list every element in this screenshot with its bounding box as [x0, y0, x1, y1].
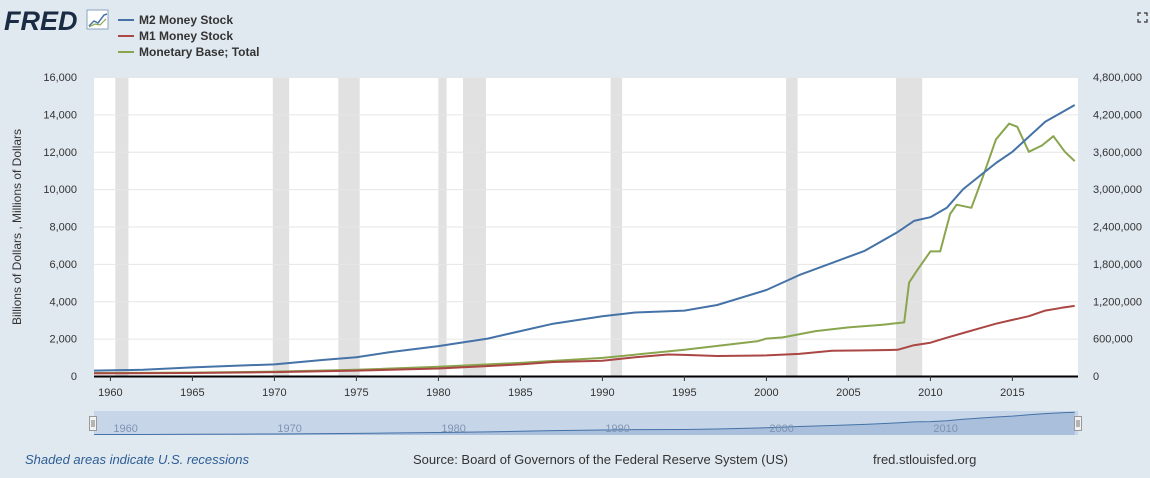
- fred-logo[interactable]: FRED: [4, 6, 109, 36]
- site-link[interactable]: fred.stlouisfed.org: [873, 452, 977, 467]
- fred-logo-text: FRED: [4, 6, 78, 36]
- series-line-monetary-base[interactable]: [93, 122, 1076, 374]
- left-tick-label: 10,000: [43, 184, 77, 196]
- navigator-labels: 1960 1970 1980 1990 2000 2010: [113, 423, 957, 435]
- x-tick-label: 1990: [590, 387, 614, 399]
- x-tick-label: 1970: [262, 387, 286, 399]
- source-text: Source: Board of Governors of the Federa…: [413, 452, 788, 467]
- navigator-label: 1990: [605, 423, 629, 435]
- navigator-label: 1970: [277, 423, 301, 435]
- legend-label: M1 Money Stock: [139, 29, 233, 43]
- x-tick-label: 1985: [508, 387, 532, 399]
- series-line-m1[interactable]: [93, 304, 1075, 375]
- left-tick-label: 2,000: [49, 334, 77, 346]
- navigator-label: 2010: [933, 423, 957, 435]
- navigator-label: 1960: [113, 423, 137, 435]
- x-tick-label: 1965: [180, 387, 204, 399]
- right-y-axis: 0 600,000 1,200,000 1,800,000 2,400,000 3,000…: [1093, 72, 1142, 383]
- navigator-label: 2000: [769, 423, 793, 435]
- right-tick-label: 1,800,000: [1093, 259, 1142, 271]
- left-tick-label: 6,000: [49, 259, 77, 271]
- fred-logo-chart-icon: [86, 9, 109, 30]
- x-tick-label: 1995: [672, 387, 696, 399]
- x-tick-label: 1975: [344, 387, 368, 399]
- right-tick-label: 0: [1093, 371, 1099, 383]
- right-tick-label: 2,400,000: [1093, 222, 1142, 234]
- navigator-area: [94, 412, 1075, 435]
- series-line-m2[interactable]: [93, 104, 1076, 372]
- left-tick-label: 8,000: [49, 222, 77, 234]
- x-tick-label: 1960: [98, 387, 122, 399]
- right-tick-label: 1,200,000: [1093, 296, 1142, 308]
- left-y-axis: 0 2,000 4,000 6,000 8,000 10,000 12,000 14,000 1…: [43, 72, 77, 383]
- navigator-label: 1980: [441, 423, 465, 435]
- right-tick-label: 4,800,000: [1093, 72, 1142, 84]
- legend-label: M2 Money Stock: [139, 13, 233, 27]
- left-tick-label: 16,000: [43, 72, 77, 84]
- navigator-left-handle[interactable]: [89, 416, 97, 431]
- y-axis-label: Billions of Dollars , Millions of Dollar…: [10, 129, 24, 325]
- range-navigator[interactable]: 1960 1970 1980 1990 2000 2010: [89, 411, 1082, 435]
- right-tick-label: 4,200,000: [1093, 109, 1142, 121]
- x-tick-label: 2000: [754, 387, 778, 399]
- navigator-right-handle[interactable]: [1074, 416, 1082, 431]
- left-tick-label: 4,000: [49, 296, 77, 308]
- right-tick-label: 600,000: [1093, 334, 1133, 346]
- x-axis: 1960 1965 1970 1975 1980 1985 1990 1995 2000 2005…: [98, 376, 1025, 399]
- legend-label: Monetary Base; Total: [139, 45, 259, 59]
- x-tick-label: 2005: [836, 387, 860, 399]
- right-tick-label: 3,000,000: [1093, 184, 1142, 196]
- fullscreen-icon[interactable]: [1137, 12, 1148, 23]
- x-tick-label: 1980: [426, 387, 450, 399]
- left-tick-label: 14,000: [43, 109, 77, 121]
- series-lines: [93, 104, 1076, 375]
- navigator-line: [94, 411, 1075, 435]
- legend: M2 Money Stock M1 Money Stock Monetary Bas…: [118, 13, 259, 59]
- recession-note[interactable]: Shaded areas indicate U.S. recessions: [25, 452, 250, 467]
- left-tick-label: 0: [71, 371, 77, 383]
- legend-item[interactable]: Monetary Base; Total: [118, 45, 259, 59]
- x-tick-label: 2010: [918, 387, 942, 399]
- legend-item[interactable]: M1 Money Stock: [118, 29, 233, 43]
- legend-item[interactable]: M2 Money Stock: [118, 13, 233, 27]
- gridlines: [94, 77, 1078, 340]
- x-tick-label: 2015: [1000, 387, 1024, 399]
- left-tick-label: 12,000: [43, 147, 77, 159]
- right-tick-label: 3,600,000: [1093, 147, 1142, 159]
